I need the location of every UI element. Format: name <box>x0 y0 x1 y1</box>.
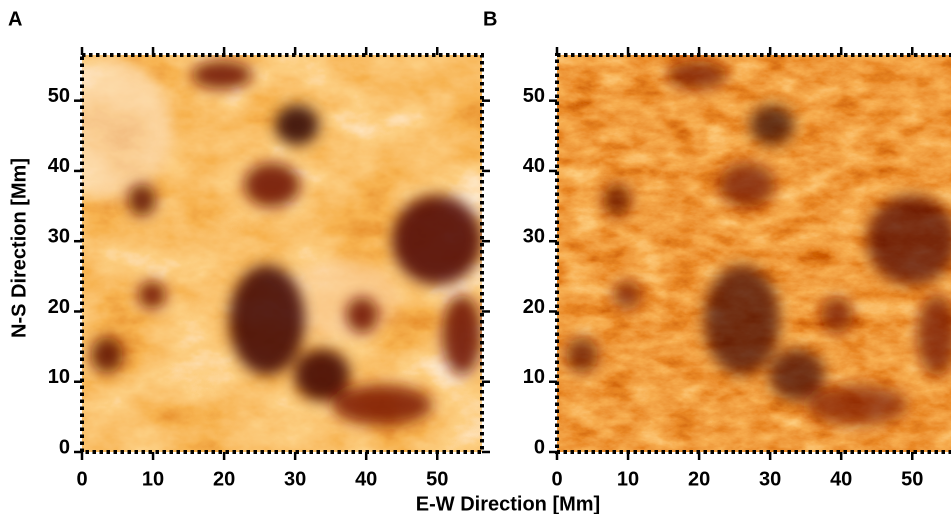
x-tick-label: 10 <box>617 468 639 490</box>
panel-label: A <box>8 8 22 30</box>
figure: N-S Direction [Mm] E-W Direction [Mm] A 0… <box>0 0 951 514</box>
x-tick-label: 30 <box>759 468 781 490</box>
x-axis-title: E-W Direction [Mm] <box>416 493 600 514</box>
y-tick-label: 20 <box>48 296 70 318</box>
y-tick-label: 30 <box>523 225 545 247</box>
y-tick-label: 50 <box>523 85 545 107</box>
x-tick-label: 20 <box>688 468 710 490</box>
page: N-S Direction [Mm] E-W Direction [Mm] A 0… <box>0 0 951 514</box>
y-tick-label: 10 <box>48 366 70 388</box>
x-tick-label: 10 <box>142 468 164 490</box>
x-tick-label: 40 <box>830 468 852 490</box>
x-tick-label: 20 <box>213 468 235 490</box>
x-tick-label: 30 <box>284 468 306 490</box>
x-tick-label: 50 <box>426 468 448 490</box>
x-tick-label: 0 <box>76 468 87 490</box>
y-tick-label: 30 <box>48 225 70 247</box>
image-b <box>557 55 951 452</box>
y-tick-label: 0 <box>59 436 70 458</box>
y-tick-label: 40 <box>523 155 545 177</box>
x-tick-label: 0 <box>551 468 562 490</box>
y-axis-title: N-S Direction [Mm] <box>8 158 30 338</box>
y-tick-label: 10 <box>523 366 545 388</box>
y-tick-label: 0 <box>534 436 545 458</box>
y-tick-label: 50 <box>48 85 70 107</box>
y-tick-label: 20 <box>523 296 545 318</box>
y-tick-label: 40 <box>48 155 70 177</box>
x-tick-label: 50 <box>901 468 923 490</box>
image-a <box>52 55 482 452</box>
panel-label: B <box>483 8 497 30</box>
x-tick-label: 40 <box>355 468 377 490</box>
